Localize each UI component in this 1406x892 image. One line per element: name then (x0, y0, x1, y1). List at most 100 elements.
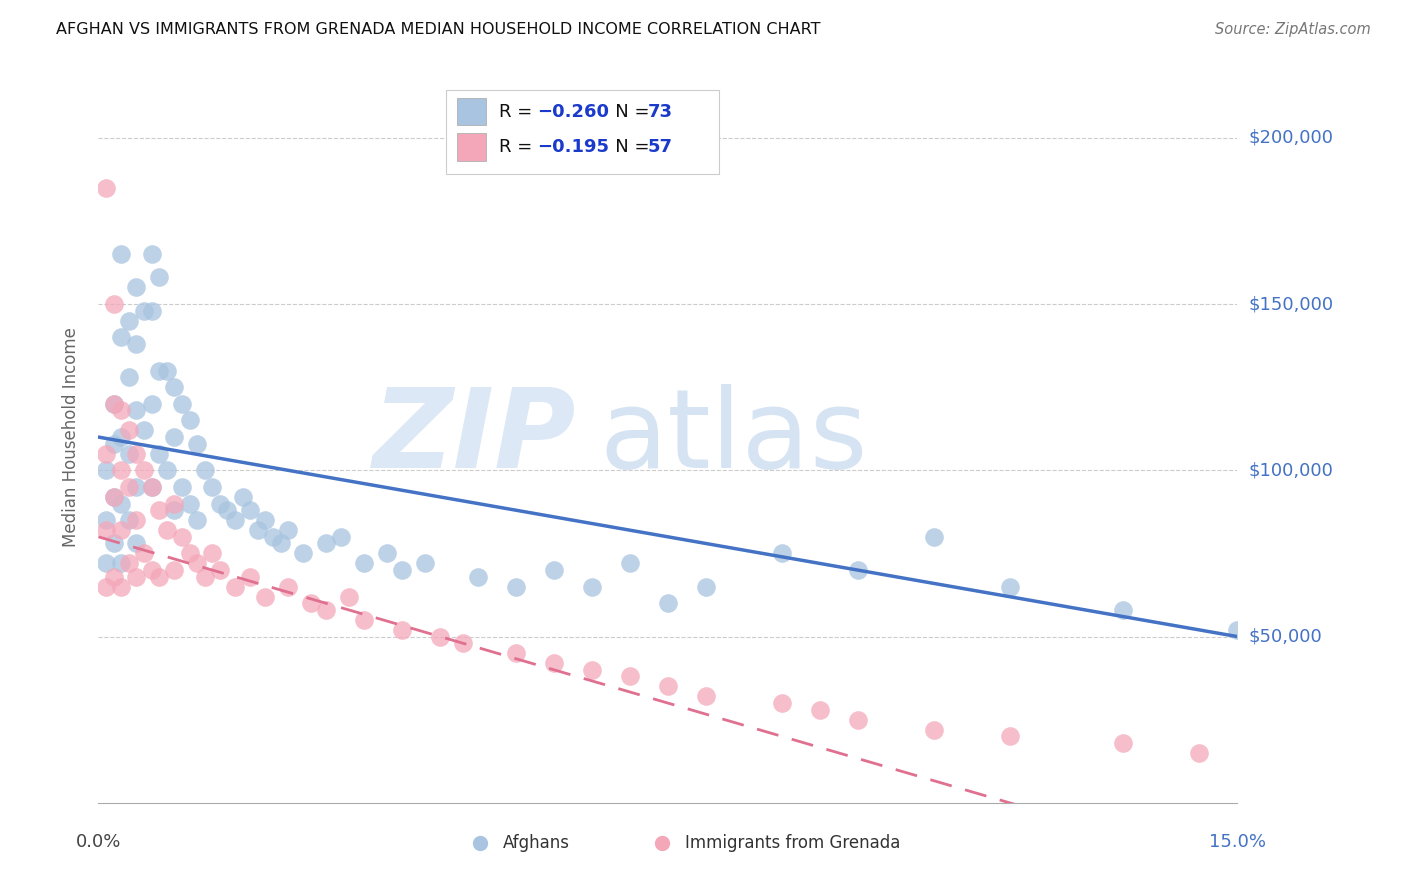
Y-axis label: Median Household Income: Median Household Income (62, 327, 80, 547)
Text: Immigrants from Grenada: Immigrants from Grenada (685, 834, 900, 852)
Text: R =: R = (499, 137, 544, 156)
Point (118, 447, 141, 461)
Point (148, 447, 170, 461)
Point (110, 463, 132, 477)
Point (224, 580, 246, 594)
Point (94, 180, 117, 194)
Point (141, 303, 163, 318)
Point (1112, 603, 1135, 617)
Point (132, 546, 155, 560)
Point (770, 546, 793, 560)
Point (922, 723, 945, 737)
Point (581, 663, 603, 677)
Point (619, 669, 641, 683)
Point (118, 424, 141, 438)
Point (224, 513, 246, 527)
Point (262, 530, 284, 544)
Point (375, 546, 398, 560)
Point (148, 503, 170, 517)
Text: $150,000: $150,000 (1249, 295, 1333, 313)
Point (186, 557, 208, 571)
Text: $100,000: $100,000 (1249, 461, 1333, 479)
Point (94, 557, 117, 571)
Point (94, 513, 117, 527)
Point (337, 590, 360, 604)
Point (246, 523, 269, 537)
Point (270, 536, 292, 550)
Point (170, 530, 193, 544)
Point (125, 480, 148, 494)
Point (467, 570, 489, 584)
Point (170, 480, 193, 494)
Point (299, 596, 322, 610)
Point (163, 497, 186, 511)
Text: N =: N = (599, 137, 655, 156)
Point (232, 490, 254, 504)
Text: 73: 73 (647, 103, 672, 120)
Point (254, 590, 277, 604)
Text: 15.0%: 15.0% (1209, 833, 1265, 851)
Point (201, 480, 224, 494)
Point (118, 513, 141, 527)
Point (148, 270, 170, 285)
Point (194, 570, 217, 584)
Point (110, 523, 132, 537)
Point (194, 463, 217, 477)
Text: 57: 57 (647, 137, 672, 156)
Text: −0.260: −0.260 (537, 103, 609, 120)
Point (110, 557, 132, 571)
Point (695, 690, 717, 704)
Point (141, 480, 163, 494)
Point (141, 247, 163, 261)
Text: AFGHAN VS IMMIGRANTS FROM GRENADA MEDIAN HOUSEHOLD INCOME CORRELATION CHART: AFGHAN VS IMMIGRANTS FROM GRENADA MEDIAN… (56, 22, 821, 37)
Point (217, 503, 239, 517)
Point (201, 546, 224, 560)
Point (141, 563, 163, 577)
Point (125, 337, 148, 351)
Point (110, 247, 132, 261)
Point (132, 303, 155, 318)
Point (353, 557, 375, 571)
Point (208, 563, 231, 577)
Point (695, 580, 717, 594)
Text: Afghans: Afghans (503, 834, 569, 852)
Point (543, 563, 565, 577)
Point (170, 397, 193, 411)
FancyBboxPatch shape (457, 133, 485, 161)
Point (451, 636, 474, 650)
Point (239, 503, 262, 517)
Text: $200,000: $200,000 (1249, 128, 1333, 147)
Point (156, 523, 179, 537)
Point (1226, 623, 1249, 637)
Point (125, 403, 148, 417)
Point (1188, 746, 1211, 760)
Point (315, 603, 337, 617)
Point (103, 490, 125, 504)
Point (505, 646, 527, 660)
Point (179, 497, 201, 511)
Point (391, 563, 413, 577)
Text: −0.195: −0.195 (537, 137, 609, 156)
Point (581, 580, 603, 594)
Point (846, 563, 869, 577)
Point (125, 447, 148, 461)
Text: R =: R = (499, 103, 538, 120)
Point (148, 570, 170, 584)
Point (657, 596, 679, 610)
Text: N =: N = (599, 103, 655, 120)
Point (110, 497, 132, 511)
Point (315, 536, 337, 550)
Point (163, 503, 186, 517)
Point (808, 703, 831, 717)
Point (277, 523, 299, 537)
Point (103, 570, 125, 584)
Point (179, 413, 201, 427)
Point (110, 403, 132, 417)
Point (413, 557, 436, 571)
Point (94, 463, 117, 477)
Point (132, 424, 155, 438)
Point (125, 280, 148, 294)
Point (125, 536, 148, 550)
Point (103, 490, 125, 504)
Point (141, 397, 163, 411)
